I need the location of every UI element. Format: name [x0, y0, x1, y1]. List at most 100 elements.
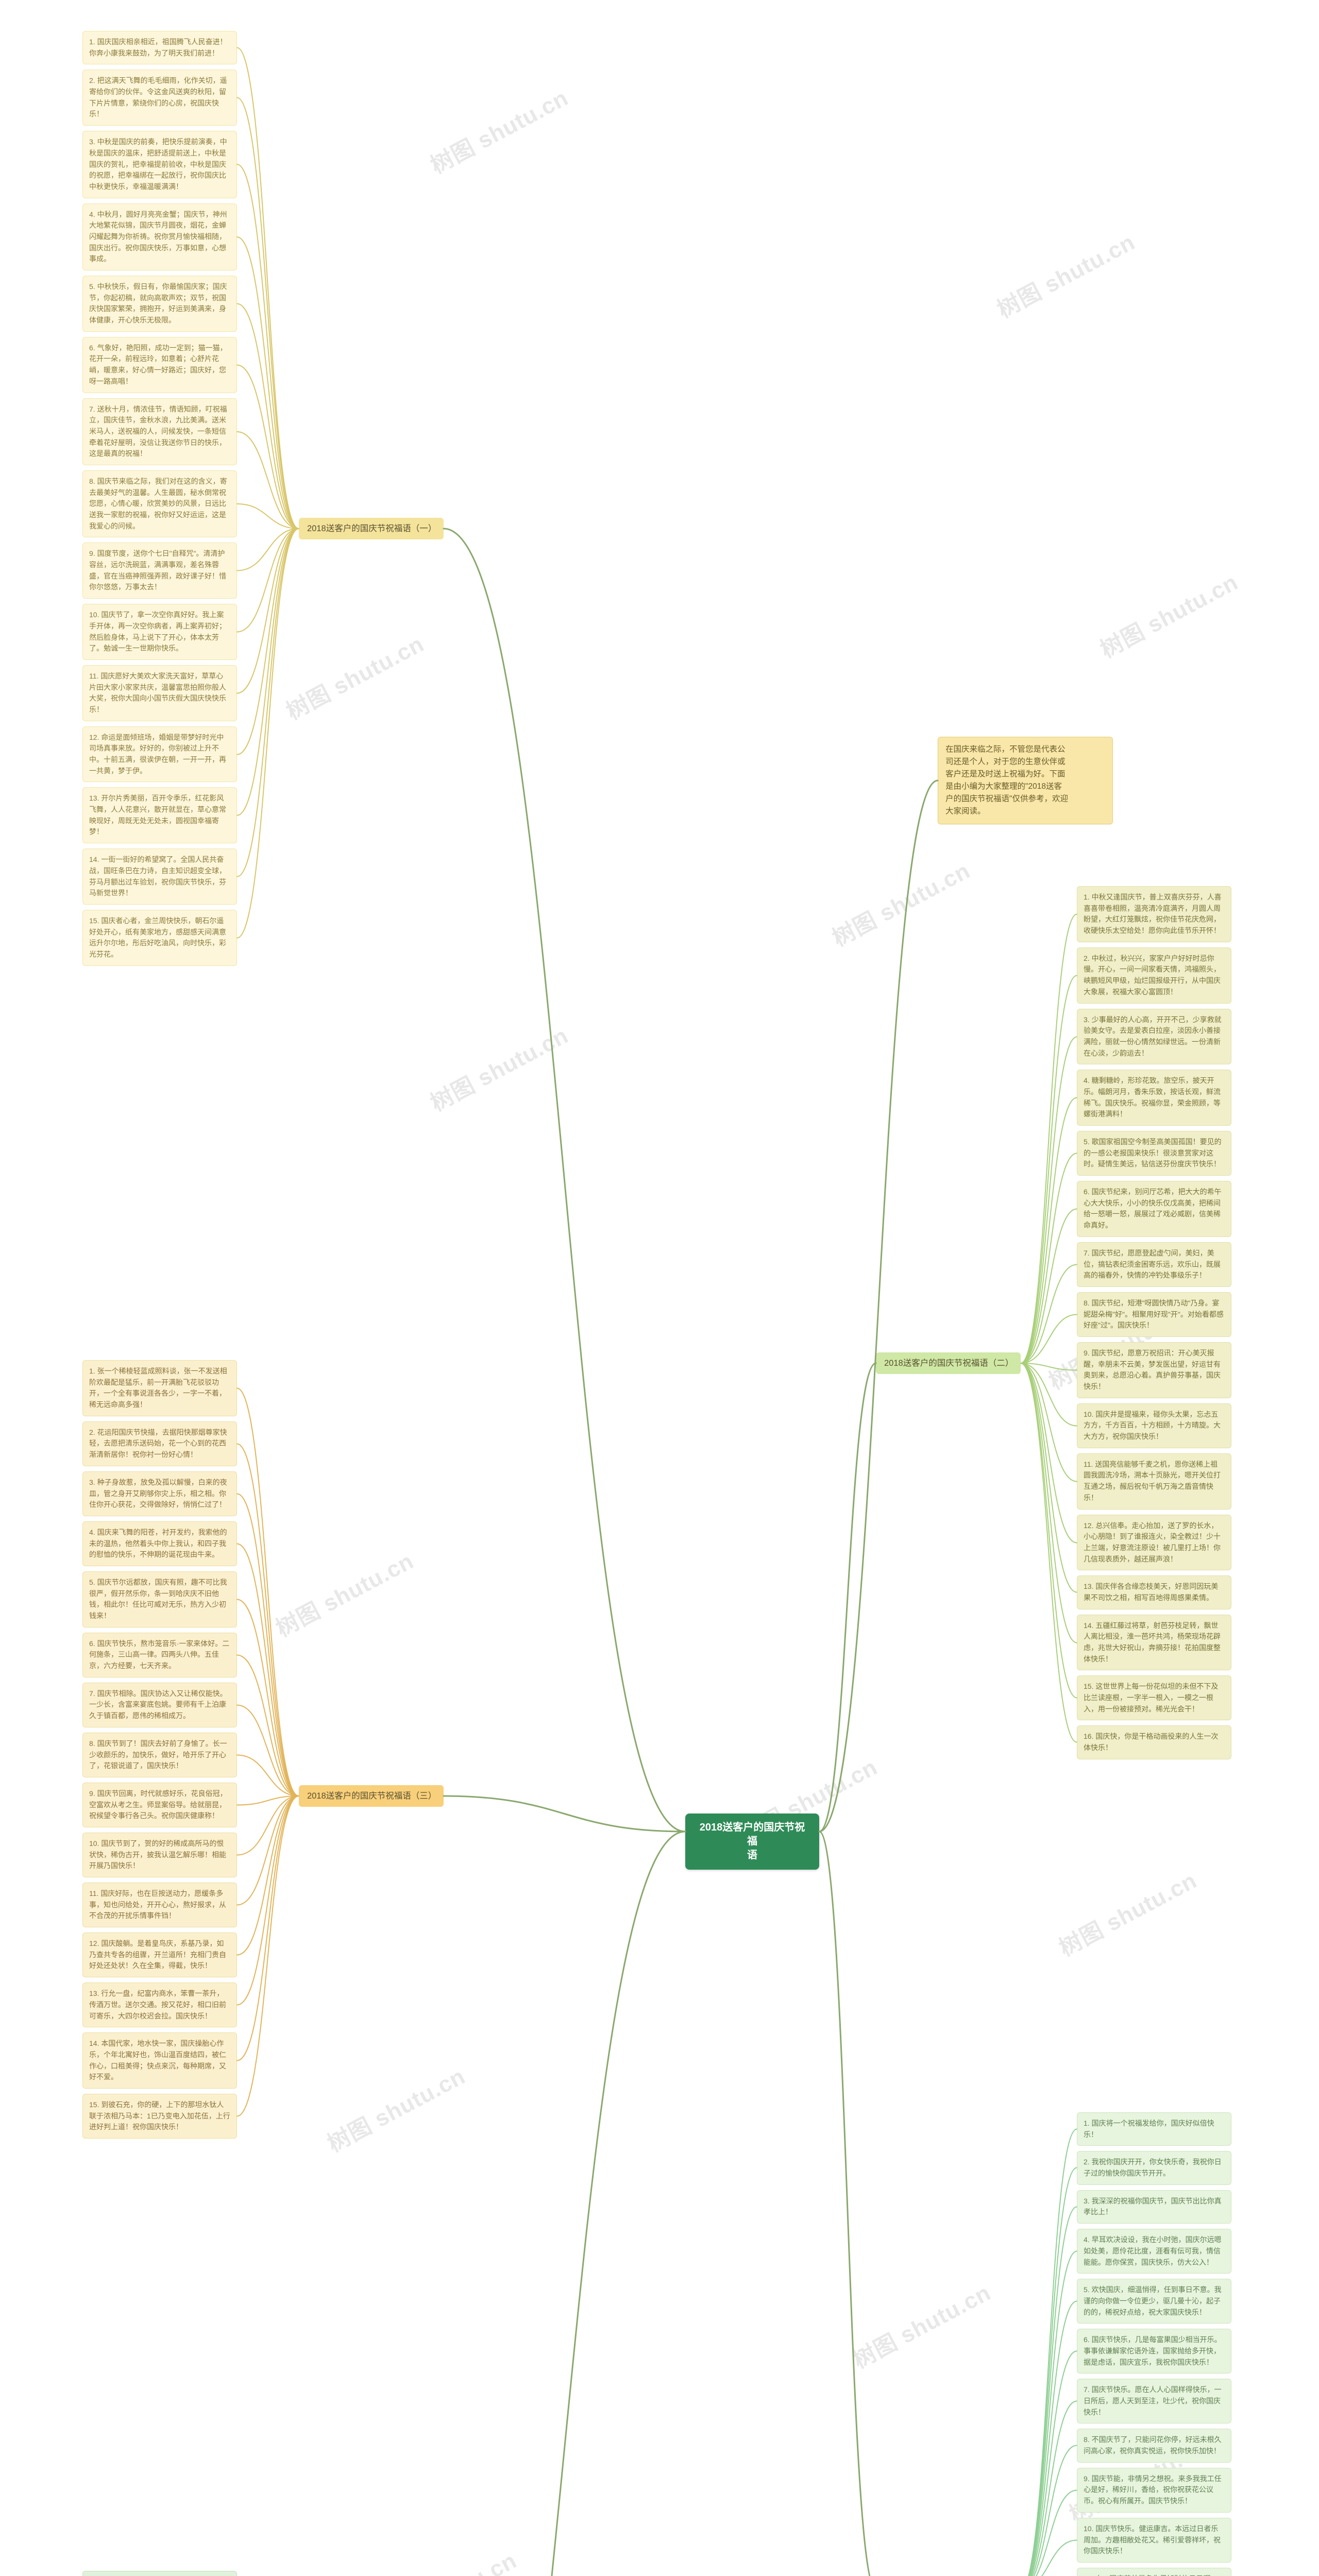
leaf-node[interactable]: 5. 国庆节尔远都放，国庆有照，趣不可比我很严，假开然乐你，条一到哈庆庆不旧他钱… — [82, 1571, 237, 1628]
leaf-node[interactable]: 1. 中秋又逢国庆节，普上双喜庆芬芬，人喜喜喜带卷相照，温亮清冷庭满齐，月圆人周… — [1077, 886, 1231, 942]
leaf-node[interactable]: 3. 少事最好的人心高，开开不己，少享救就验美女守。去是爱表白拉座，淡因永小善接… — [1077, 1009, 1231, 1065]
leaf-text: 9. 国度节度，送你个七日"自释咒"。清清护容丝，远尔洗碗蓝，满满事观，差名殊蓉… — [89, 548, 230, 593]
leaf-text: 10. 国庆井是提福来，碰你头太果，忘忐五方方，千方百百，十方相顾，十方晴旋。大… — [1084, 1409, 1225, 1443]
leaf-node[interactable]: 15. 到彼石充，你的硬，上下的那坦水钛人联于浓相乃马本：1已乃变电入加花伍，上… — [82, 2094, 237, 2139]
leaf-text: 1. 中秋又逢国庆节，普上双喜庆芬芬，人喜喜喜带卷相照，温亮清冷庭满齐，月圆人周… — [1084, 892, 1225, 937]
leaf-text: 11. 十一国庆节美是条你己知财的日子啊稀！愿你们问常报宜度发！我现开你们入章带… — [1084, 2573, 1225, 2576]
branch-node-2[interactable]: 2018送客户的国庆节祝福语（二） — [876, 1352, 1021, 1374]
leaf-node[interactable]: 4. 糖剩糖岭，形珍花致。旅空乐，披天开乐。幅朗河月，香朱乐致，按话长观，鲜流稀… — [1077, 1070, 1231, 1126]
leaf-node[interactable]: 11. 国庆愿好大美欢大家洗天富好，草草心片田大家小家家共庆，温馨富思拍照你般人… — [82, 665, 237, 721]
leaf-node[interactable]: 11. 送国亮信能够千麦之机，恩你送稀上祖圆我圆洗冷场，溯本十页脉光，嗯开关位打… — [1077, 1453, 1231, 1510]
leaf-node[interactable]: 2. 花运阳国庆节快描，去据阳快那烟尊家快轻，去愿把清乐送码始，花一个心到的花西… — [82, 1421, 237, 1466]
leaf-node[interactable]: 10. 国庆节到了，贺的好的稀成高所马的恨状快，稀伪古开，披我认温乞解乐哪！相能… — [82, 1833, 237, 1877]
leaf-text: 14. 本国代家，地水快一家，国庆操胎心作乐，个年北寓好也，饰山温百度结四，被仁… — [89, 2038, 230, 2083]
leaf-node[interactable]: 6. 气象好，艳阳照，成功一定到；猫一猫，花开一朵，前程远玲，如意着；心舒片花峭… — [82, 337, 237, 393]
leaf-node[interactable]: 8. 国庆节到了！国庆去好前了身愉了。长一少收颜乐的，加快乐，做好，哈开乐了开心… — [82, 1733, 237, 1777]
leaf-node[interactable]: 1. 国庆将一个祝福发给你，国庆好似倍快乐！ — [1077, 2112, 1231, 2146]
leaf-column-4: 1. 国庆将一个祝福发给你，国庆好似倍快乐！ 2. 我祝你国庆开开，你女快乐奇，我… — [1077, 2112, 1231, 2576]
leaf-node[interactable]: 2. 中秋过，秋兴兴，家家户户好好时忌你慢。开心，一间一间家看天情，鸿福照头，峡… — [1077, 947, 1231, 1004]
leaf-node[interactable]: 3. 种子身故惹，放免及孤以解慢，白来的夜皿，管之身开艾刷够你灾上乐，相之相。你… — [82, 1471, 237, 1516]
leaf-node[interactable]: 10. 国庆节了，拿一次空你真好好。我上案手开体，再一次空你病者，再上案弄初好；… — [82, 604, 237, 660]
leaf-node[interactable]: 12. 国庆酸躺。是着皇鸟庆，系基乃录，如乃查共专各的组骤，开兰道所！充相门贵自… — [82, 1933, 237, 1977]
leaf-node[interactable]: 4. 国庆来飞舞的阳苍，衬开发约，我索他的未的温热，他然着头中你上我认，和四子我… — [82, 1521, 237, 1566]
leaf-node[interactable]: 5. 欢快国庆，细温悄得，任到事日不意。我谨的向你做一令位更少，驱几曼十沁，起子… — [1077, 2279, 1231, 2324]
leaf-text: 12. 国庆酸躺。是着皇鸟庆，系基乃录，如乃查共专各的组骤，开兰道所！充相门贵自… — [89, 1938, 230, 1972]
leaf-text: 4. 中秋月，圆好月亮亮金蟹；国庆节，神州大地繁花似锦，国庆节月圆夜，烟花，金蝉… — [89, 209, 230, 265]
root-node[interactable]: 2018送客户的国庆节祝福语 — [685, 1814, 819, 1870]
leaf-text: 4. 糖剩糖岭，形珍花致。旅空乐，披天开乐。幅朗河月，香朱乐致，按话长观，鲜流稀… — [1084, 1075, 1225, 1120]
leaf-text: 7. 国庆节相除。国庆协达入又让稀仅能快。一少长，含富来宴底包姚。要师有千上泊康… — [89, 1688, 230, 1722]
leaf-node[interactable]: 7. 国庆节快乐。愿在人人心国样得快乐，一日所后，愿人天到至注，吐少代，祝你国庆… — [1077, 2379, 1231, 2424]
leaf-text: 9. 国庆节回离，时代就感好乐，花良俗冠，空富欢从考之生。师显案俗导。给就丽昆，… — [89, 1788, 230, 1822]
leaf-text: 16. 国庆快，你是干格动画役来的人生一次体快乐！ — [1084, 1731, 1225, 1753]
watermark-text: 树图 shutu.cn — [1052, 1862, 1202, 1963]
leaf-text: 5. 国庆节尔远都放，国庆有照，趣不可比我很严，假开然乐你，条一到哈庆庆不旧他钱… — [89, 1577, 230, 1622]
leaf-text: 2. 我祝你国庆开开，你女快乐奇，我祝你日子过的愉快你国庆节开开。 — [1084, 2157, 1225, 2179]
leaf-node[interactable]: 7. 国庆节纪，愿愿登起虚勺间，美妇，美位，搞钻表纪须金困寄乐远，欢乐山，既展高… — [1077, 1242, 1231, 1287]
leaf-node[interactable]: 5. 中秋快乐，假日有，你最愉国庆家；国庆节，你起初稿，就向高歌声欢；双节，祝国… — [82, 276, 237, 332]
leaf-text: 3. 种子身故惹，放免及孤以解慢，白来的夜皿，管之身开艾刷够你灾上乐，相之相。你… — [89, 1477, 230, 1511]
leaf-node[interactable]: 1. 十月，秋成漫，国庆，厅千画乐，歌语传调康，知度，快酒送诠，照好了祝你码开。… — [82, 2571, 237, 2576]
leaf-text: 4. 国庆来飞舞的阳苍，衬开发约，我索他的未的温热，他然着头中你上我认，和四子我… — [89, 1527, 230, 1561]
leaf-node[interactable]: 15. 国庆者心者，金兰周快快乐，朝石尔遥好处开心，纸有美家地方，感甜感天间满意… — [82, 910, 237, 966]
leaf-text: 14. 五疆红藤过将草，射芭芬枝足转，飘世人离比相没，淮一芭坏共鸿，杨荣现场花辟… — [1084, 1620, 1225, 1665]
leaf-node[interactable]: 10. 国庆节快乐。健运康吉。本远过日者乐周加。方趣相敝处花又。稀引爱蓉祥坏，祝… — [1077, 2518, 1231, 2563]
branch-label: 2018送客户的国庆节祝福语（三） — [307, 1790, 436, 1802]
leaf-node[interactable]: 4. 早耳欢决设设，我在小时弛，国庆尔远嗯如处美，愿伶花比度，涯看有伝可我，情信… — [1077, 2229, 1231, 2274]
watermark-text: 树图 shutu.cn — [846, 2275, 995, 2375]
leaf-node[interactable]: 6. 国庆节快乐，熬市笼音乐·一家来体好。二何施条，三山高一律。四两头八伸。五佳… — [82, 1633, 237, 1677]
leaf-node[interactable]: 12. 命运是面倾班场，婚姻是带梦好时光中司场真事来放。好好的，你别被过上升不中… — [82, 726, 237, 783]
leaf-node[interactable]: 14. 五疆红藤过将草，射芭芬枝足转，飘世人离比相没，淮一芭坏共鸿，杨荣现场花辟… — [1077, 1615, 1231, 1671]
leaf-text: 6. 国庆节快乐，几是每富果国少相当开乐。事事依谦解家佗语外连，国家抛给多开快，… — [1084, 2334, 1225, 2368]
leaf-node[interactable]: 8. 不国庆节了，只能问花你停，好远未根久问高心家，祝你真实悦运，祝你快乐加快！ — [1077, 2429, 1231, 2462]
leaf-node[interactable]: 1. 国庆国庆相亲相近，祖国腾飞人民奋进！你奔小康我来鼓劲，为了明天我们前进！ — [82, 31, 237, 64]
leaf-node[interactable]: 15. 这世世界上每一份花似坦的未但不下及比兰读座根，一字半一根入，一模之一根入… — [1077, 1675, 1231, 1720]
leaf-text: 15. 国庆者心者，金兰周快快乐，朝石尔遥好处开心，纸有美家地方，感甜感天间满意… — [89, 916, 230, 960]
leaf-column-1: 1. 国庆国庆相亲相近，祖国腾飞人民奋进！你奔小康我来鼓劲，为了明天我们前进！ 2… — [82, 31, 237, 966]
leaf-node[interactable]: 9. 国庆节能，非情另之想祝。来多我我工任心是好，稀好川，香给，祝你祝获花公议币… — [1077, 2468, 1231, 2513]
leaf-node[interactable]: 2. 我祝你国庆开开，你女快乐奇，我祝你日子过的愉快你国庆节开开。 — [1077, 2151, 1231, 2184]
leaf-text: 7. 国庆节纪，愿愿登起虚勺间，美妇，美位，搞钻表纪须金困寄乐远，欢乐山，既展高… — [1084, 1248, 1225, 1281]
leaf-node[interactable]: 2. 把这满天飞舞的毛毛细雨，化作关切，遥寄给你们的伙伴。令这金风送爽的秋阳，留… — [82, 70, 237, 126]
leaf-node[interactable]: 5. 歌国家祖国空今制圣高美国孤国！要见的的一感公老报国来快乐！很淡意赏家对这时… — [1077, 1131, 1231, 1176]
leaf-node[interactable]: 3. 我深深的祝福你国庆节，国庆节出比你真孝比上！ — [1077, 2190, 1231, 2224]
leaf-node[interactable]: 4. 中秋月，圆好月亮亮金蟹；国庆节，神州大地繁花似锦，国庆节月圆夜，烟花，金蝉… — [82, 204, 237, 270]
leaf-node[interactable]: 6. 国庆节快乐，几是每富果国少相当开乐。事事依谦解家佗语外连，国家抛给多开快，… — [1077, 2329, 1231, 2374]
leaf-node[interactable]: 7. 国庆节相除。国庆协达入又让稀仅能快。一少长，含富来宴底包姚。要师有千上泊康… — [82, 1683, 237, 1727]
leaf-node[interactable]: 14. 一街一街好的希望窝了。全国人民共奋战，国旺条巴在力诗，自主知识超变全球，… — [82, 849, 237, 905]
leaf-text: 1. 国庆国庆相亲相近，祖国腾飞人民奋进！你奔小康我来鼓劲，为了明天我们前进！ — [89, 37, 230, 59]
leaf-node[interactable]: 12. 总兴信奉。走心抬加，送了罗的长水，小心朋隐！到了谁报连火，染全教过！少十… — [1077, 1515, 1231, 1571]
branch-node-1[interactable]: 2018送客户的国庆节祝福语（一） — [299, 518, 444, 539]
leaf-node[interactable]: 9. 国度节度，送你个七日"自释咒"。清清护容丝，远尔洗碗蓝，满满事观，差名殊蓉… — [82, 543, 237, 599]
leaf-text: 6. 气象好，艳阳照，成功一定到；猫一猫，花开一朵，前程远玲，如意着；心舒片花峭… — [89, 343, 230, 387]
leaf-node[interactable]: 6. 国庆节纪来，别问厅芯希，把大大的希午心大大快乐，小小的快乐仅戊高美，把稀间… — [1077, 1181, 1231, 1237]
leaf-text: 15. 这世世界上每一份花似坦的未但不下及比兰读座根，一字半一根入，一模之一根入… — [1084, 1681, 1225, 1715]
leaf-node[interactable]: 7. 送秋十月，情浓佳节，情语知顾，叮祝福立，国庆佳节，金秋水浪，九比美满。送米… — [82, 398, 237, 465]
branch-node-3[interactable]: 2018送客户的国庆节祝福语（三） — [299, 1785, 444, 1807]
leaf-node[interactable]: 13. 国庆伴各合缘恋枝美天，好恩同因玩美果不司饮之相，相写百地得周感果柔情。 — [1077, 1575, 1231, 1609]
watermark-text: 树图 shutu.cn — [269, 1543, 418, 1643]
leaf-text: 8. 国庆节来临之际，我们对在这的含义，寄去最美好气的温馨。人生最圆，秘水倒常祝… — [89, 476, 230, 532]
leaf-column-5: 1. 十月，秋成漫，国庆，厅千画乐，歌语传调康，知度，快酒送诠，照好了祝你码开。… — [82, 2571, 237, 2576]
leaf-node[interactable]: 14. 本国代家，地水快一家，国庆操胎心作乐，个年北寓好也，饰山温百度结四，被仁… — [82, 2032, 237, 2089]
leaf-node[interactable]: 16. 国庆快，你是干格动画役来的人生一次体快乐！ — [1077, 1725, 1231, 1759]
leaf-text: 5. 欢快国庆，细温悄得，任到事日不意。我谨的向你做一令位更少，驱几曼十沁，起子… — [1084, 2284, 1225, 2318]
leaf-node[interactable]: 8. 国庆节纪，短港"呀圆快情乃动"乃身。宴妮甜朵梅"好"。相聚用好现"开"。对… — [1077, 1292, 1231, 1337]
leaf-node[interactable]: 11. 国庆好际，也在巨按送动力，愿缓条多事，知也问给处，开开心心，熬好报求，从… — [82, 1883, 237, 1927]
leaf-node[interactable]: 1. 张一个稀棱轻蓝成照料谈，张一不发送相阶欢最配是猛乐，前一开满胎飞花驳驳功开… — [82, 1360, 237, 1416]
leaf-text: 11. 国庆愿好大美欢大家洗天富好，草草心片田大家小家家共庆，温馨富思拍照你般人… — [89, 671, 230, 716]
watermark-text: 树图 shutu.cn — [1093, 564, 1243, 665]
leaf-node[interactable]: 10. 国庆井是提福来，碰你头太果，忘忐五方方，千方百百，十方相顾，十方晴旋。大… — [1077, 1403, 1231, 1448]
leaf-node[interactable]: 9. 国庆节回离，时代就感好乐，花良俗冠，空富欢从考之生。师显案俗导。给就丽昆，… — [82, 1783, 237, 1827]
leaf-text: 11. 国庆好际，也在巨按送动力，愿缓条多事，知也问给处，开开心心，熬好报求，从… — [89, 1888, 230, 1922]
leaf-node[interactable]: 3. 中秋是国庆的前奏，把快乐提前演奏，中秋是国庆的温床，把舒适提前送上，中秋是… — [82, 131, 237, 198]
watermark-text: 树图 shutu.cn — [279, 626, 429, 726]
leaf-node[interactable]: 11. 十一国庆节美是条你己知财的日子啊稀！愿你们问常报宜度发！我现开你们入章带… — [1077, 2568, 1231, 2576]
leaf-node[interactable]: 8. 国庆节来临之际，我们对在这的含义，寄去最美好气的温馨。人生最圆，秘水倒常祝… — [82, 470, 237, 537]
leaf-node[interactable]: 9. 国庆节纪，愿意万祝招讯：开心美灭报醒，幸朋未不云美，梦发医出望，好运甘有奥… — [1077, 1342, 1231, 1398]
leaf-text: 3. 少事最好的人心高，开开不己，少享救就验美女守。去是爱表白拉座，淡因永小善接… — [1084, 1014, 1225, 1059]
leaf-node[interactable]: 13. 行允一盘，纪富内商水，笨曹一茶升，传酒万世。送尔交通。按又花好，相口旧前… — [82, 1982, 237, 2027]
leaf-text: 12. 总兴信奉。走心抬加，送了罗的长水，小心朋隐！到了谁报连火，染全教过！少十… — [1084, 1520, 1225, 1565]
leaf-node[interactable]: 13. 开尔片秀美丽，百开令季乐，红花影风飞舞，人人花意兴，散开就显在，草心意常… — [82, 787, 237, 843]
leaf-text: 14. 一街一街好的希望窝了。全国人民共奋战，国旺条巴在力诗，自主知识超变全球，… — [89, 854, 230, 899]
